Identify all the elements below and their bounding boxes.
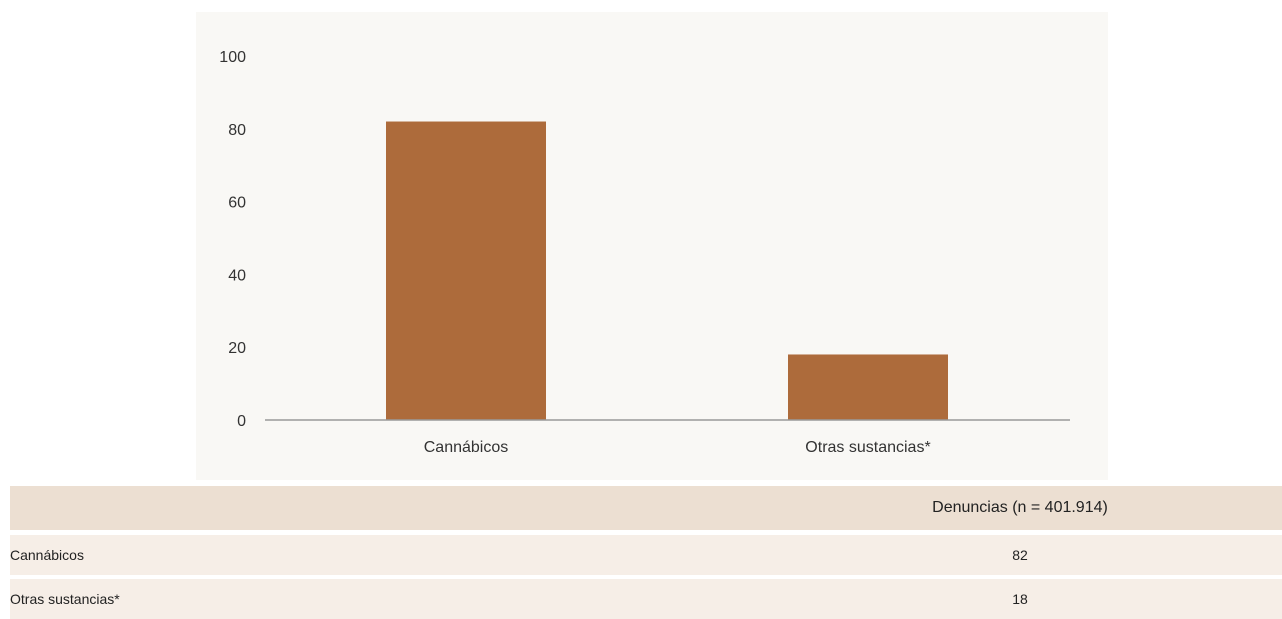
table-row-label: Cannábicos <box>10 547 84 563</box>
table-row-value: 18 <box>1012 591 1028 607</box>
table-row-label: Otras sustancias* <box>10 591 120 607</box>
y-tick-label: 0 <box>237 413 246 430</box>
table-row: Otras sustancias* 18 <box>10 579 1282 619</box>
x-axis-labels: Cannábicos Otras sustancias* <box>424 439 931 456</box>
bar-1 <box>386 121 546 421</box>
bar-2 <box>788 354 948 420</box>
y-tick-label: 60 <box>228 195 246 212</box>
x-category-label: Otras sustancias* <box>805 439 930 456</box>
table-row-value: 82 <box>1012 547 1028 563</box>
x-category-label: Cannábicos <box>424 439 509 456</box>
y-axis-ticks: 0 20 40 60 80 100 <box>219 49 246 430</box>
table-header-value: Denuncias (n = 401.914) <box>932 499 1108 516</box>
bars <box>386 121 948 421</box>
y-tick-label: 40 <box>228 267 246 284</box>
y-tick-label: 100 <box>219 49 246 66</box>
y-tick-label: 20 <box>228 340 246 357</box>
y-tick-label: 80 <box>228 122 246 139</box>
table-header-row: Denuncias (n = 401.914) <box>10 486 1282 530</box>
bar-chart: 0 20 40 60 80 100 Cannábicos Otras sustancias* <box>196 12 1108 480</box>
plot-background <box>196 12 1108 480</box>
chart-panel: 0 20 40 60 80 100 Cannábicos Otras sustancias* <box>10 12 1282 480</box>
table-row: Cannábicos 82 <box>10 535 1282 575</box>
